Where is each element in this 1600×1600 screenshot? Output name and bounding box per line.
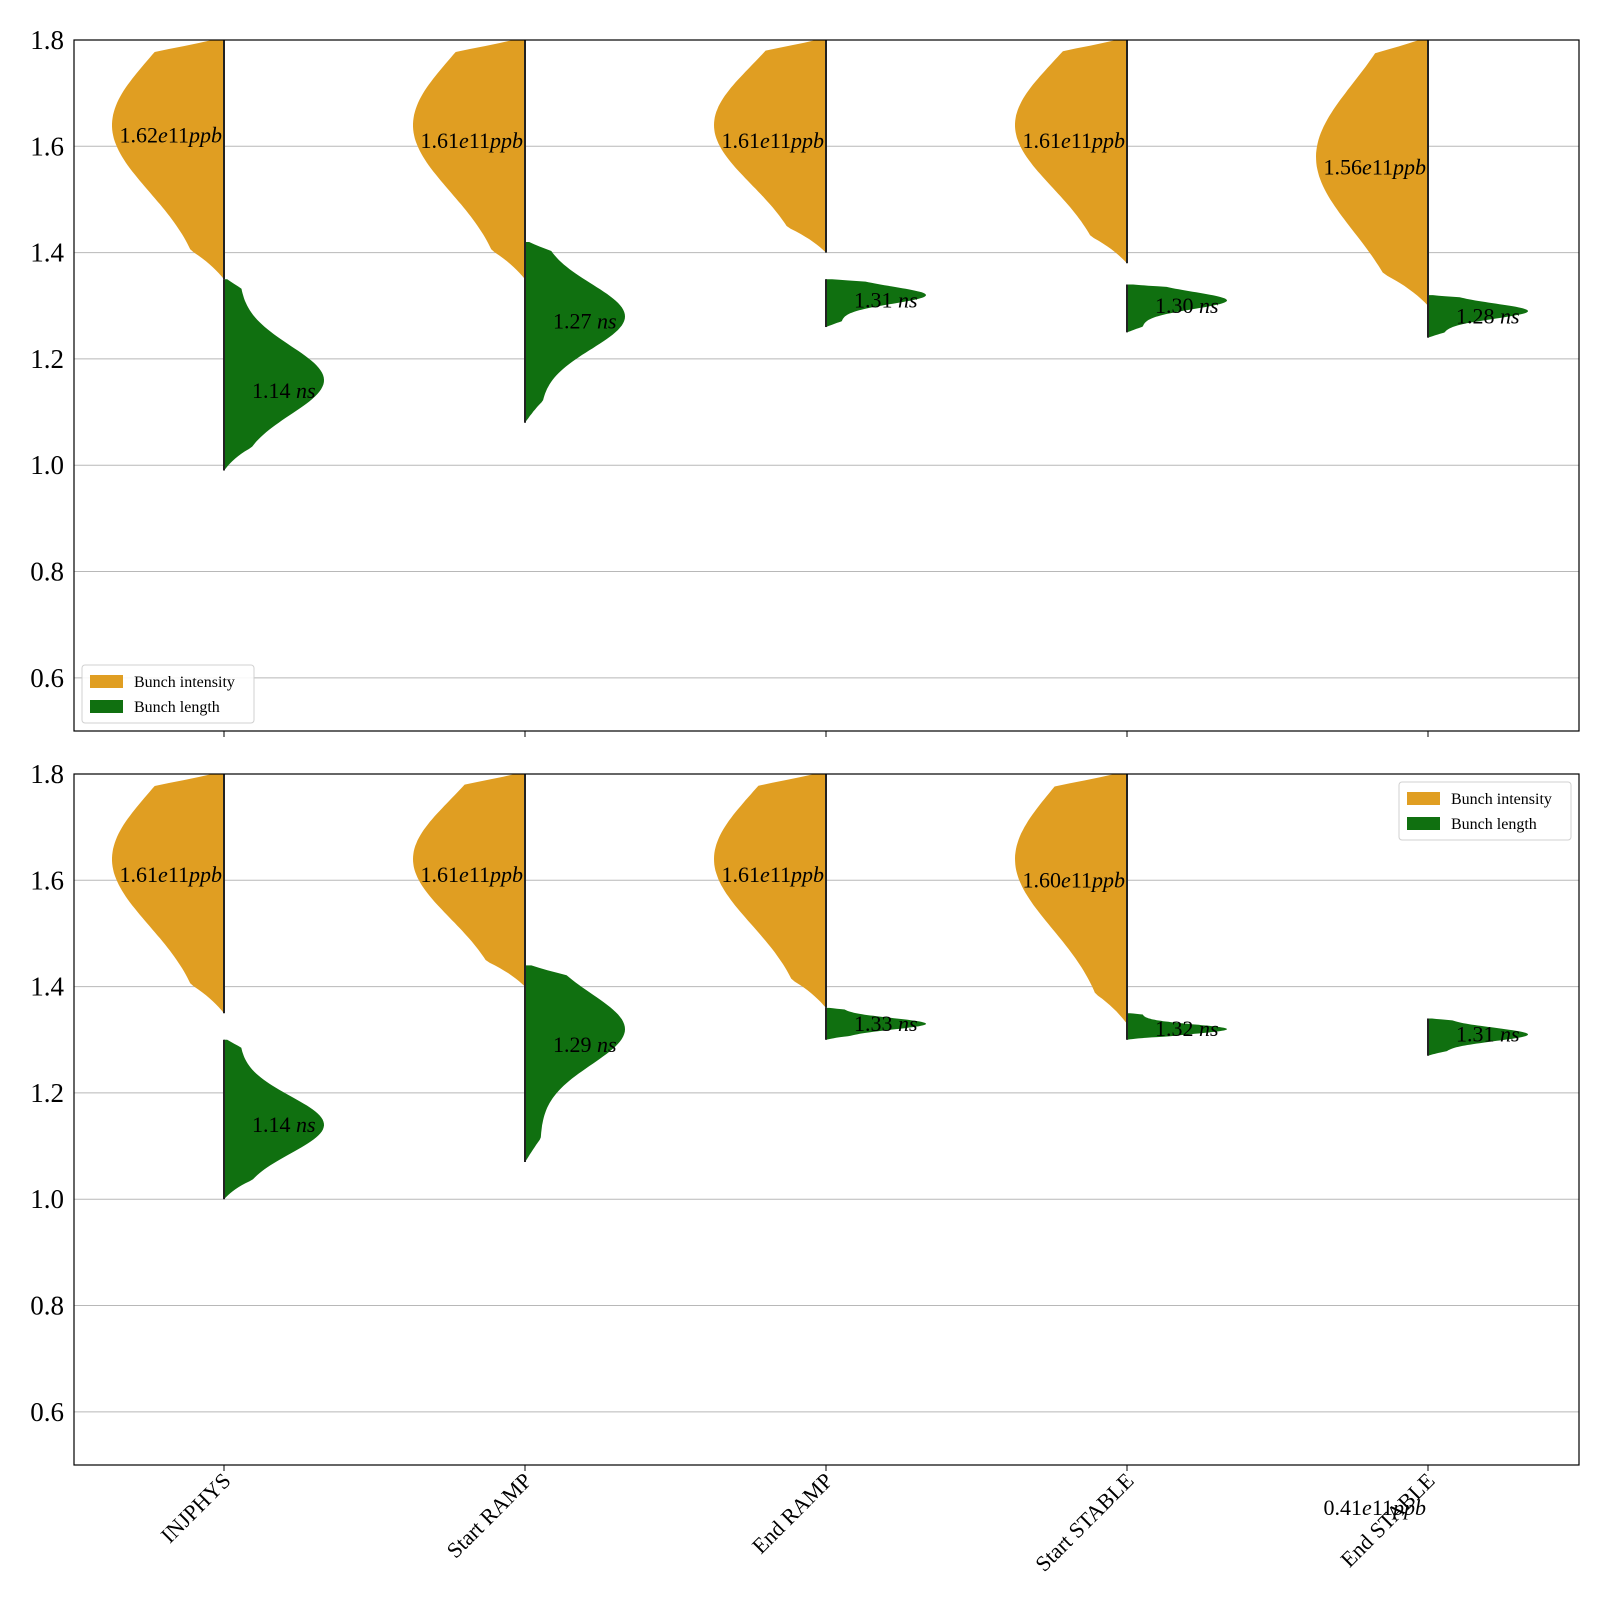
intensity-value-label: 1.60e11ppb (1023, 867, 1125, 892)
y-tick-label: 1.0 (30, 450, 64, 480)
violin-length-end-stable (1428, 295, 1528, 338)
violin-intensity-end-stable (1316, 40, 1428, 306)
y-tick-label: 1.6 (30, 865, 64, 895)
intensity-value-label: 1.61e11ppb (722, 862, 824, 887)
intensity-value-label: 1.61e11ppb (1023, 128, 1125, 153)
length-value-label: 1.30 ns (1155, 293, 1219, 318)
violin-length-injphys (224, 1039, 324, 1200)
violin-length-end-ramp (826, 279, 926, 328)
length-value-label: 1.33 ns (854, 1011, 918, 1036)
length-value-label: 1.27 ns (553, 309, 617, 334)
intensity-value-label: 1.61e11ppb (421, 128, 523, 153)
axes-frame (73, 773, 1580, 1466)
legend-box (81, 664, 255, 724)
y-tick-label: 1.0 (30, 1184, 64, 1214)
legend: Bunch intensity Bunch length (81, 664, 255, 724)
y-tick-label: 1.4 (30, 238, 64, 268)
violin-intensity-end-ramp (714, 40, 826, 253)
legend-label: Bunch intensity (1451, 791, 1552, 808)
legend-box (1398, 781, 1572, 841)
axes-frame (73, 39, 1580, 732)
violin-intensity-start-ramp (413, 774, 525, 987)
y-tick-label: 0.6 (30, 663, 64, 693)
violin-intensity-end-ramp (714, 774, 826, 1008)
x-category-label: Start RAMP (441, 1468, 536, 1563)
length-value-label: 1.28 ns (1456, 303, 1520, 328)
legend: Bunch intensity Bunch length (1398, 781, 1572, 841)
legend-swatch (90, 675, 123, 688)
x-category-label: Start STABLE (1030, 1468, 1138, 1576)
violin-length-start-ramp (525, 965, 625, 1163)
violin-length-start-stable (1127, 284, 1227, 333)
violin-length-end-stable (1428, 1018, 1528, 1056)
legend-swatch (1407, 817, 1440, 830)
intensity-value-label: 1.56e11ppb (1324, 155, 1426, 180)
intensity-value-label: 1.62e11ppb (120, 123, 222, 148)
y-tick-label: 0.8 (30, 557, 64, 587)
legend-swatch (1407, 792, 1440, 805)
y-tick-label: 1.8 (30, 25, 64, 55)
intensity-value-label: 1.61e11ppb (722, 128, 824, 153)
violin-intensity-start-ramp (413, 40, 525, 280)
length-value-label: 1.14 ns (252, 378, 316, 403)
panel-top: 0.6 0.8 1.0 1.2 1.4 1.6 1.8 1.62e11ppb 1.61e11pp… (30, 25, 1580, 737)
y-tick-label: 1.2 (30, 344, 64, 374)
violin-length-end-ramp (826, 1007, 926, 1040)
y-tick-label: 0.8 (30, 1291, 64, 1321)
violin-length-start-stable (1127, 1013, 1227, 1040)
x-category-label: INJPHYS (156, 1468, 236, 1548)
panel-bottom: 0.6 0.8 1.0 1.2 1.4 1.6 1.8 1.61e11ppb 1.61e11pp… (30, 759, 1580, 1520)
legend-label: Bunch length (134, 699, 220, 716)
legend-swatch (90, 700, 123, 713)
y-tick-label: 1.8 (30, 759, 64, 789)
legend-label: Bunch length (1451, 816, 1537, 833)
length-value-label: 1.32 ns (1155, 1016, 1219, 1041)
intensity-value-label: 1.61e11ppb (120, 862, 222, 887)
y-tick-label: 0.6 (30, 1397, 64, 1427)
violin-intensity-injphys (112, 40, 224, 280)
legend-label: Bunch intensity (134, 674, 235, 691)
length-value-label: 1.31 ns (854, 287, 918, 312)
x-category-label: End RAMP (747, 1468, 838, 1559)
violin-intensity-start-stable (1015, 774, 1127, 1024)
violin-length-injphys (224, 279, 324, 471)
length-value-label: 1.31 ns (1456, 1021, 1520, 1046)
intensity-value-label: 1.61e11ppb (421, 862, 523, 887)
violin-intensity-start-stable (1015, 40, 1127, 264)
violin-length-start-ramp (525, 241, 625, 423)
y-tick-label: 1.2 (30, 1078, 64, 1108)
violin-intensity-injphys (112, 774, 224, 1014)
y-tick-label: 1.4 (30, 972, 64, 1002)
length-value-label: 1.29 ns (553, 1032, 617, 1057)
length-value-label: 1.14 ns (252, 1112, 316, 1137)
intensity-value-label: 0.41e11ppb (1324, 1495, 1426, 1520)
y-tick-label: 1.6 (30, 131, 64, 161)
